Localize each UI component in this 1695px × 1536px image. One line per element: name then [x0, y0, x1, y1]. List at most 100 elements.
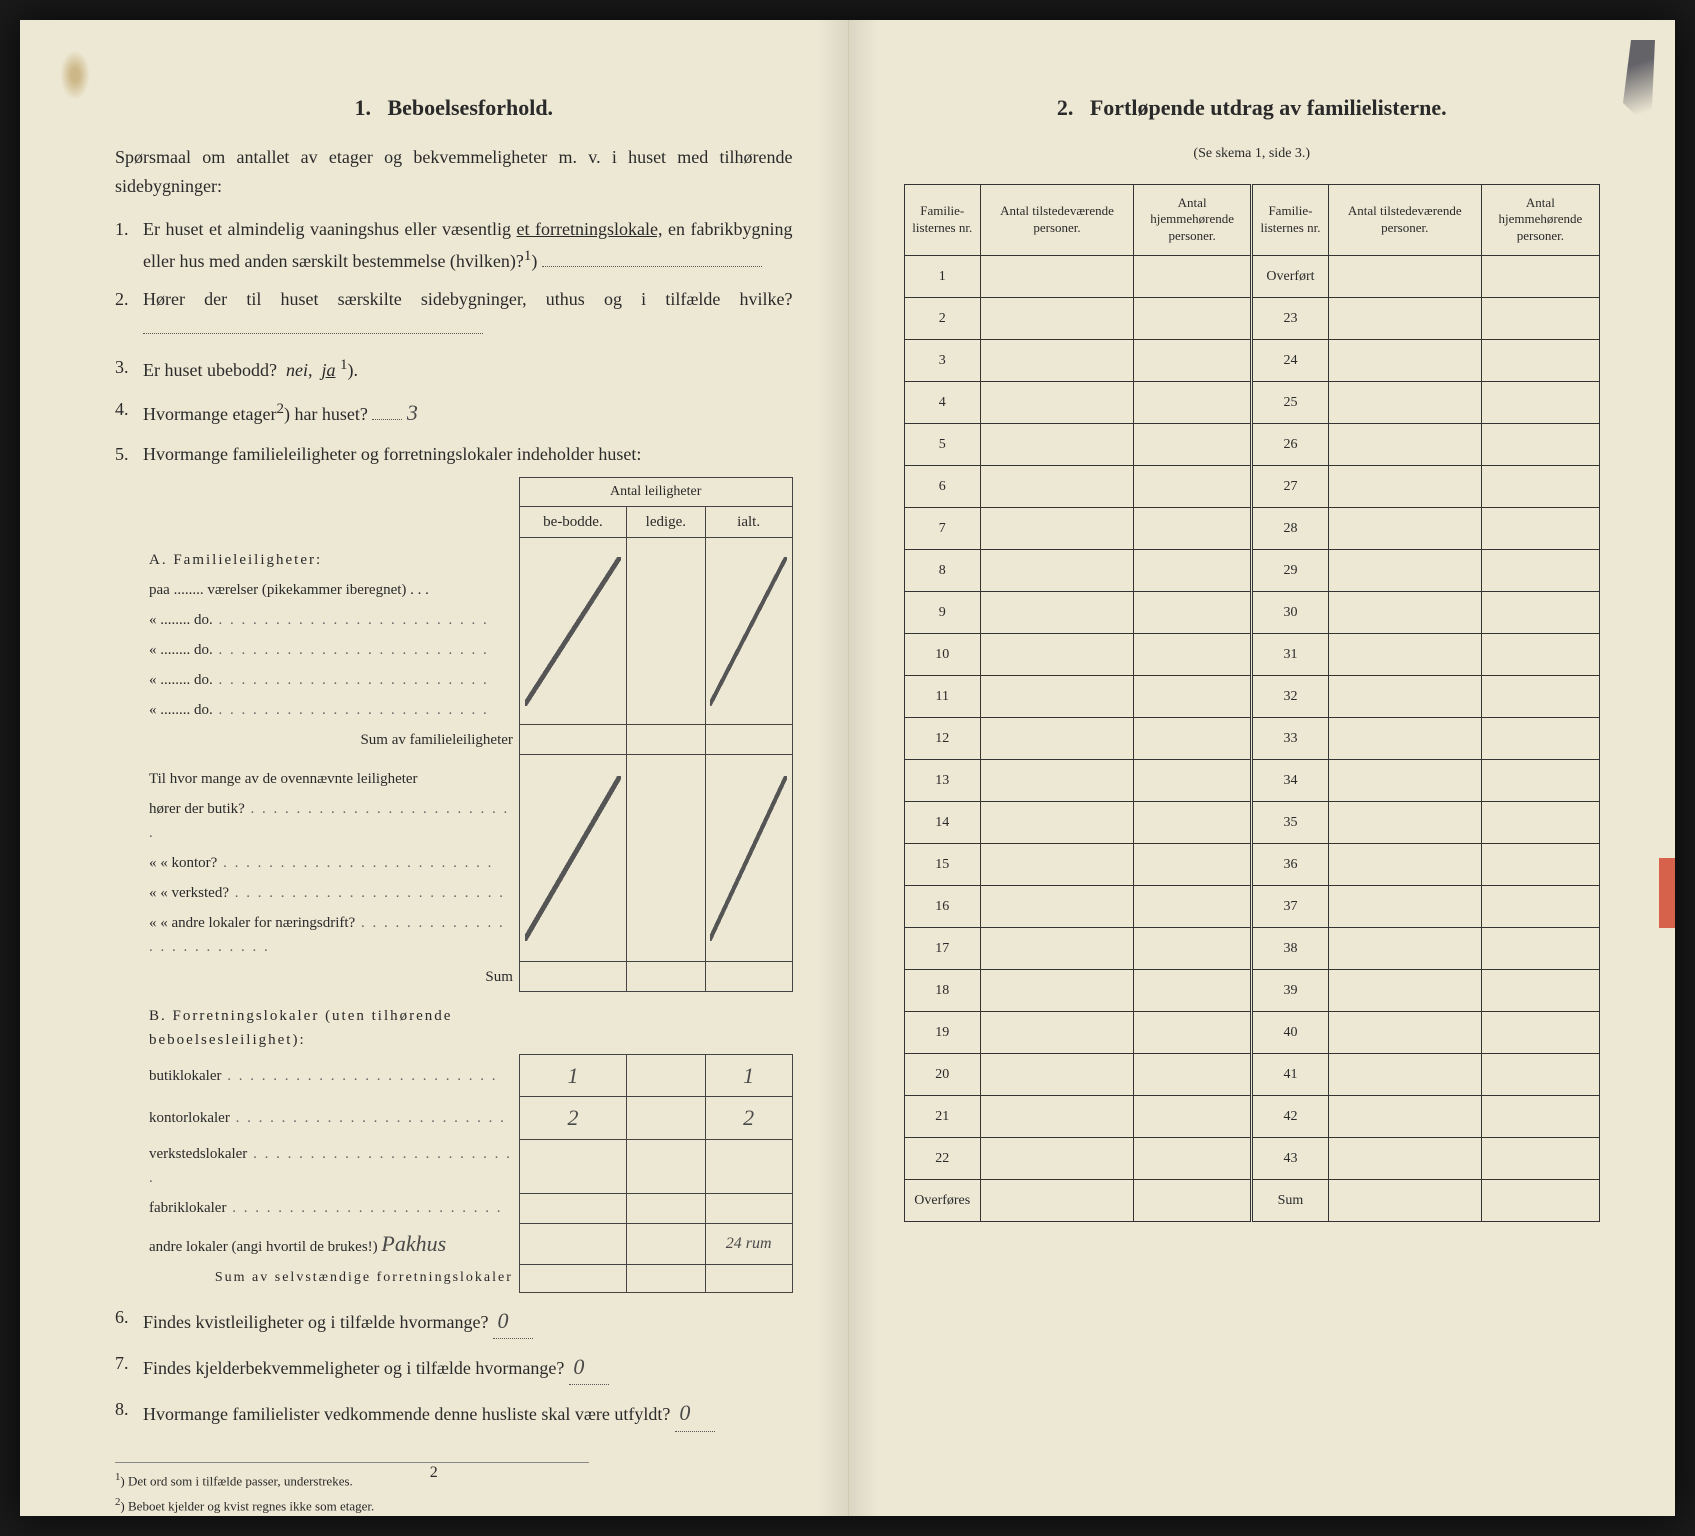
- table-cell: [1481, 1054, 1599, 1096]
- table-cell: [1481, 550, 1599, 592]
- section-2-subtitle: (Se skema 1, side 3.): [904, 143, 1601, 165]
- table-cell: 25: [1252, 382, 1329, 424]
- table-cell: [981, 550, 1134, 592]
- left-page: 1. Beboelsesforhold. Spørsmaal om antall…: [20, 20, 848, 1516]
- table-cell: [1328, 886, 1481, 928]
- table-cell: [1481, 1096, 1599, 1138]
- table-cell: [1481, 298, 1599, 340]
- q7-number: 7.: [115, 1349, 129, 1378]
- table-cell: [1481, 928, 1599, 970]
- table-cell: [1481, 1180, 1599, 1222]
- section-2-title: 2. Fortløpende utdrag av familielisterne…: [904, 90, 1601, 125]
- table-cell: [1328, 844, 1481, 886]
- table-cell: 37: [1252, 886, 1329, 928]
- section-2-number: 2.: [1057, 95, 1074, 120]
- table-cell: [1481, 1012, 1599, 1054]
- q4-number: 4.: [115, 395, 129, 424]
- B-row-1-label: kontorlokaler: [143, 1097, 519, 1139]
- table-cell: [981, 802, 1134, 844]
- A-slash-3: [705, 538, 792, 725]
- hdr-2: Antal hjemmehørende personer.: [1134, 184, 1252, 256]
- section-1-number: 1.: [354, 95, 371, 120]
- hdr-4: Antal tilstedeværende personer.: [1328, 184, 1481, 256]
- footnotes: 1) Det ord som i tilfælde passer, unders…: [115, 1462, 589, 1517]
- q5-number: 5.: [115, 440, 129, 469]
- table-cell: 4: [904, 382, 981, 424]
- table-cell: [1481, 592, 1599, 634]
- fn2-sup: 2: [115, 1496, 120, 1508]
- table-cell: Overført: [1252, 256, 1329, 298]
- q1-underlined: et forretningslokale,: [517, 219, 663, 239]
- q2-blank: [143, 333, 483, 334]
- table-cell: [1134, 1054, 1252, 1096]
- table-row: 1940: [904, 1012, 1600, 1054]
- page-number: 2: [430, 1460, 438, 1486]
- q4-blank: [372, 419, 402, 420]
- table-cell: [981, 256, 1134, 298]
- A2-sum-label: Sum: [143, 962, 519, 992]
- B-row-2-label: verkstedslokaler: [143, 1139, 519, 1193]
- table-cell: [981, 298, 1134, 340]
- table-cell: [981, 928, 1134, 970]
- table-cell: [1328, 676, 1481, 718]
- table-row: 627: [904, 466, 1600, 508]
- question-1: 1. Er huset et almindelig vaaningshus el…: [143, 215, 793, 276]
- table-cell: Sum: [1252, 1180, 1329, 1222]
- table-cell: [1481, 634, 1599, 676]
- table-cell: 11: [904, 676, 981, 718]
- q1-sup: 1: [524, 248, 532, 264]
- table-cell: [1481, 508, 1599, 550]
- table-cell: [1481, 382, 1599, 424]
- table-cell: [981, 592, 1134, 634]
- table-row: 223: [904, 298, 1600, 340]
- A-row-0: paa ........ værelser (pikekammer ibereg…: [143, 575, 519, 605]
- table-cell: [1134, 676, 1252, 718]
- table-cell: [1134, 550, 1252, 592]
- q8-answer: 0: [679, 1400, 690, 1425]
- table-cell: 36: [1252, 844, 1329, 886]
- table-cell: [1134, 382, 1252, 424]
- q7-blank: 0: [569, 1349, 609, 1385]
- family-list-table: Familie-listernes nr. Antal tilstedevære…: [904, 184, 1601, 1223]
- table-cell: [1134, 1180, 1252, 1222]
- table-row: 324: [904, 340, 1600, 382]
- q5-table-header: Antal leiligheter: [519, 477, 792, 506]
- table-cell: 9: [904, 592, 981, 634]
- section-2-heading: Fortløpende utdrag av familielisterne.: [1090, 95, 1447, 120]
- table-cell: Overføres: [904, 1180, 981, 1222]
- B-row-1-v3: 2: [705, 1097, 792, 1139]
- q1-number: 1.: [115, 215, 129, 244]
- fn1-sup: 1: [115, 1471, 120, 1483]
- B-row-4-cell: andre lokaler (angi hvortil de brukes!) …: [143, 1223, 519, 1264]
- B-row-4-label: andre lokaler (angi hvortil de brukes!): [149, 1239, 378, 1255]
- table-cell: [981, 1012, 1134, 1054]
- B-row-4-v3: 24 rum: [705, 1223, 792, 1264]
- question-5: 5. Hvormange familieleiligheter og forre…: [143, 440, 793, 1293]
- q8-blank: 0: [675, 1395, 715, 1431]
- question-2: 2. Hører der til huset særskilte sidebyg…: [143, 285, 793, 343]
- B-row-1-v1: 2: [519, 1097, 626, 1139]
- table-cell: 14: [904, 802, 981, 844]
- table-cell: [1134, 760, 1252, 802]
- A2-slash-1: [519, 755, 626, 962]
- table-cell: 28: [1252, 508, 1329, 550]
- table-row: 11 32: [904, 676, 1600, 718]
- table-cell: 16: [904, 886, 981, 928]
- table-cell: [1328, 970, 1481, 1012]
- table-cell: [1134, 886, 1252, 928]
- table-cell: 19: [904, 1012, 981, 1054]
- table-cell: 32: [1252, 676, 1329, 718]
- q2-number: 2.: [115, 285, 129, 314]
- table-row: 1334: [904, 760, 1600, 802]
- q4-answer: 3: [407, 400, 418, 425]
- A2-slash-3: [705, 755, 792, 962]
- table-row: 728: [904, 508, 1600, 550]
- A-row-3: « ........ do.: [143, 665, 519, 695]
- question-4: 4. Hvormange etager2) har huset? 3: [143, 395, 793, 430]
- q7-text: Findes kjelderbekvemmeligheter og i tilf…: [143, 1358, 564, 1378]
- table-cell: 13: [904, 760, 981, 802]
- table-cell: 23: [1252, 298, 1329, 340]
- footnote-1: 1) Det ord som i tilfælde passer, unders…: [115, 1469, 589, 1492]
- table-cell: [981, 1138, 1134, 1180]
- table-cell: 3: [904, 340, 981, 382]
